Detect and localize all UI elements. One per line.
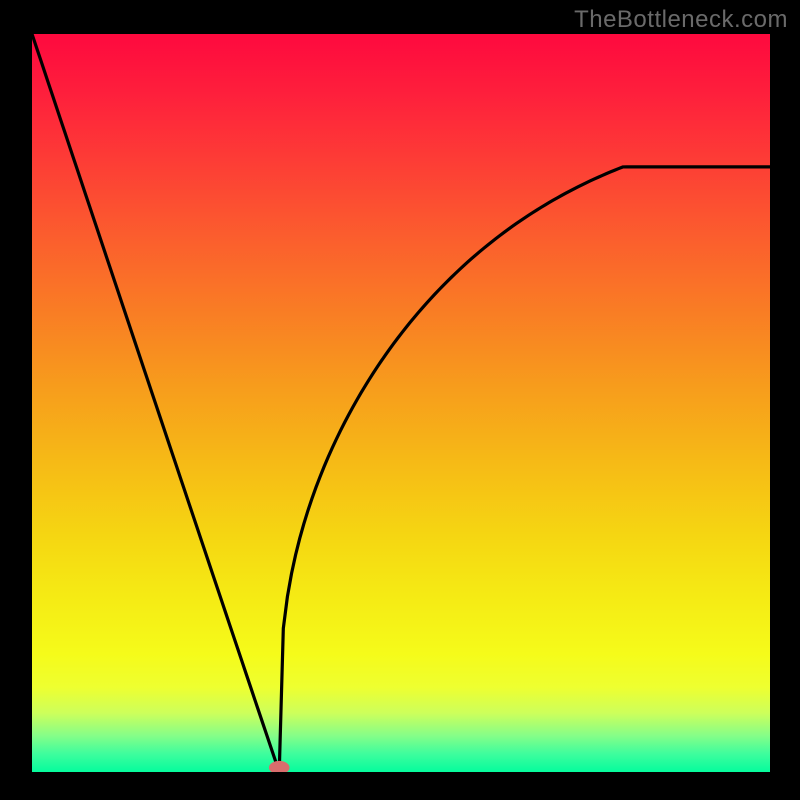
curve-layer [32, 34, 770, 772]
plot-area [32, 34, 770, 772]
watermark-text: TheBottleneck.com [574, 6, 788, 34]
bottleneck-curve [32, 34, 770, 772]
valley-marker [269, 761, 290, 772]
chart-container: TheBottleneck.com [0, 0, 800, 800]
